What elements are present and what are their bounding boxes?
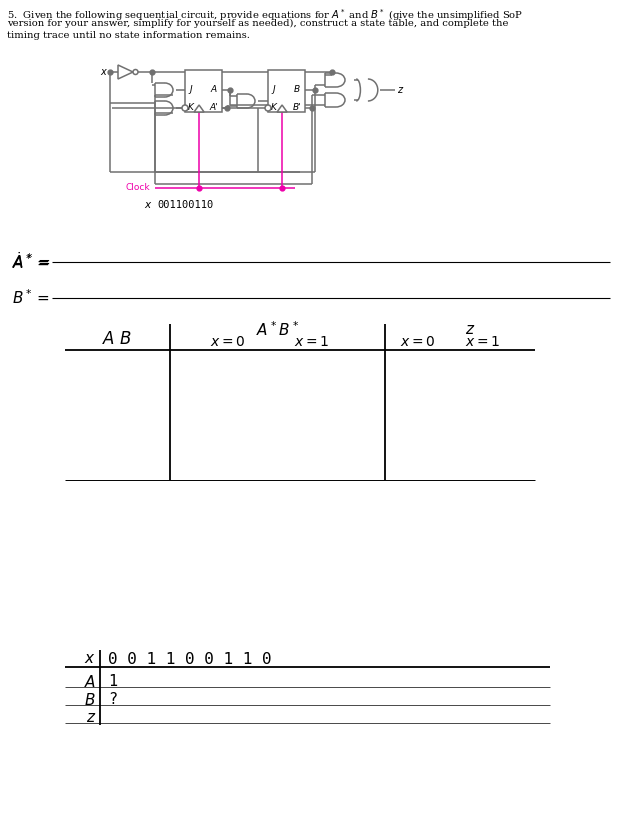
Polygon shape bbox=[194, 105, 204, 112]
Text: $x = 0$: $x = 0$ bbox=[210, 335, 246, 349]
Circle shape bbox=[265, 105, 271, 111]
Text: version for your answer, simplify for yourself as needed), construct a state tab: version for your answer, simplify for yo… bbox=[7, 19, 509, 28]
Polygon shape bbox=[118, 65, 133, 79]
Text: K: K bbox=[271, 104, 277, 112]
Text: $x = 1$: $x = 1$ bbox=[295, 335, 330, 349]
Text: $x = 0$: $x = 0$ bbox=[400, 335, 436, 349]
Text: B': B' bbox=[293, 104, 301, 112]
Polygon shape bbox=[277, 105, 287, 112]
Circle shape bbox=[133, 70, 138, 75]
Text: Clock: Clock bbox=[126, 184, 150, 193]
Text: $A\ B$: $A\ B$ bbox=[102, 332, 133, 348]
Circle shape bbox=[182, 105, 188, 111]
Text: $B^* =$: $B^* =$ bbox=[12, 288, 50, 307]
Text: J: J bbox=[190, 86, 192, 95]
Text: $x$: $x$ bbox=[84, 652, 96, 666]
Text: $x = 1$: $x = 1$ bbox=[465, 335, 500, 349]
Text: z: z bbox=[397, 85, 402, 95]
Text: $A^*B^*$: $A^*B^*$ bbox=[256, 321, 299, 339]
Bar bbox=[185, 70, 222, 112]
Text: A: A bbox=[211, 86, 217, 95]
Text: $A$: $A$ bbox=[84, 674, 96, 690]
Bar bbox=[268, 70, 305, 112]
Text: 001100110: 001100110 bbox=[157, 200, 214, 210]
Text: $A^* =$: $A^* =$ bbox=[12, 253, 50, 272]
Text: $\dot{A}^* =$: $\dot{A}^* =$ bbox=[12, 252, 50, 273]
Text: $z$: $z$ bbox=[85, 711, 96, 725]
Text: J: J bbox=[273, 86, 275, 95]
Text: 1: 1 bbox=[108, 675, 117, 690]
Text: ?: ? bbox=[108, 692, 117, 707]
Text: $z$: $z$ bbox=[465, 323, 475, 337]
Text: K: K bbox=[188, 104, 194, 112]
Text: x: x bbox=[100, 67, 106, 77]
Text: B: B bbox=[294, 86, 300, 95]
Text: x: x bbox=[144, 200, 150, 210]
Text: timing trace until no state information remains.: timing trace until no state information … bbox=[7, 31, 250, 40]
Text: $B$: $B$ bbox=[85, 692, 96, 708]
Text: A': A' bbox=[210, 104, 219, 112]
Text: 0 0 1 1 0 0 1 1 0: 0 0 1 1 0 0 1 1 0 bbox=[108, 652, 272, 666]
Text: 5.  Given the following sequential circuit, provide equations for $A^*$ and $B^*: 5. Given the following sequential circui… bbox=[7, 7, 523, 22]
